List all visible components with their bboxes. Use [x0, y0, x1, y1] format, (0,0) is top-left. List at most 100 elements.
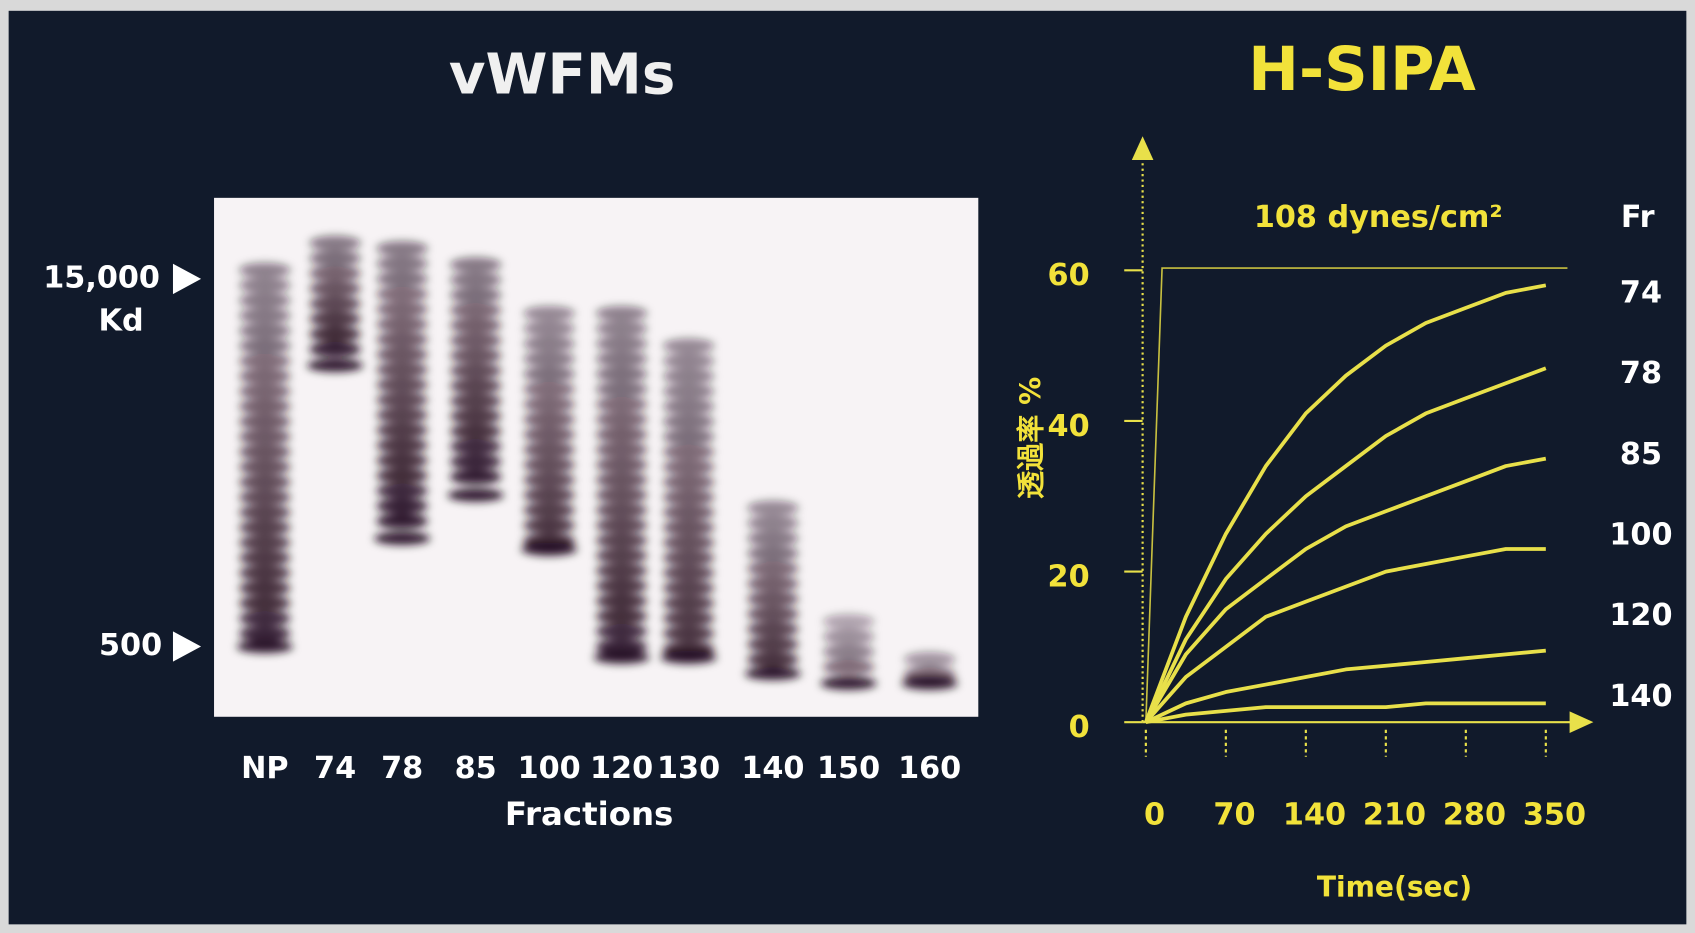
- gel-band: [449, 287, 502, 303]
- gel-band: [901, 676, 958, 690]
- x-axis-label: Time(sec): [1317, 871, 1472, 904]
- gel-band: [449, 438, 502, 455]
- data-line: [1144, 283, 1547, 723]
- gel-band: [449, 454, 502, 470]
- gel-band: [595, 593, 648, 609]
- gel-band: [746, 561, 799, 577]
- gel-band: [662, 353, 715, 369]
- gel-band: [376, 422, 429, 438]
- gel-band: [523, 366, 576, 382]
- gel-band: [376, 468, 429, 484]
- gel-band: [746, 636, 799, 652]
- gel-band: [595, 502, 648, 518]
- gel-band: [903, 651, 956, 668]
- gel-band: [309, 250, 362, 266]
- gel-band: [238, 353, 291, 369]
- chart-title: H-SIPA: [1248, 35, 1476, 105]
- gel-band: [746, 606, 799, 622]
- lane-label: 140: [741, 751, 804, 786]
- gel-band: [238, 368, 291, 384]
- gel-band: [449, 332, 502, 349]
- legend-label: 100: [1609, 518, 1672, 553]
- lane-label: NP: [241, 751, 288, 786]
- gel-band: [662, 550, 715, 566]
- gel-band: [376, 362, 429, 378]
- gel-band: [746, 591, 799, 607]
- gel-band: [449, 257, 502, 273]
- gel-band: [238, 338, 291, 354]
- gel-band: [309, 235, 362, 251]
- gel-band: [307, 358, 364, 372]
- gel-band: [595, 548, 648, 564]
- x-tick-label: 140: [1283, 798, 1346, 833]
- gel-band: [662, 535, 715, 551]
- data-line: [1145, 648, 1547, 724]
- gel-band: [238, 444, 291, 460]
- marker-label: 15,000: [43, 260, 160, 295]
- gel-band: [449, 317, 502, 333]
- legend-label: 78: [1620, 356, 1662, 391]
- gel-band: [595, 305, 648, 322]
- gel-band: [376, 483, 429, 499]
- y-tick-label: 40: [1048, 409, 1090, 444]
- x-tick-label: 350: [1523, 798, 1586, 833]
- gel-band: [238, 277, 291, 293]
- gel-band: [595, 351, 648, 367]
- gel-band: [376, 407, 429, 423]
- gel-band: [523, 321, 576, 337]
- gel-band: [523, 305, 576, 322]
- gel-band: [376, 316, 429, 332]
- gel-band: [376, 452, 429, 469]
- lane-label: 78: [381, 751, 423, 786]
- marker-arrow: [172, 631, 202, 662]
- legend-label: 74: [1620, 276, 1662, 311]
- lane-label: 74: [314, 751, 356, 786]
- marker-arrow: [172, 263, 202, 295]
- gel-band: [376, 301, 429, 317]
- gel-band: [523, 351, 576, 367]
- gel-band: [309, 281, 362, 297]
- gel-band: [238, 550, 291, 566]
- gel-band: [238, 429, 291, 445]
- data-line: [1144, 366, 1547, 724]
- gel-band: [376, 331, 429, 348]
- gel-band: [236, 640, 293, 653]
- gel-band: [523, 472, 576, 488]
- annotation: 108 dynes/cm²: [1254, 200, 1503, 235]
- legend-title: Fr: [1621, 200, 1655, 235]
- gel-band: [447, 488, 504, 502]
- x-axis-arrow: [1569, 711, 1594, 733]
- gel-band: [449, 302, 502, 318]
- gel-band: [309, 341, 362, 357]
- gel-band: [523, 442, 576, 458]
- gel-band: [746, 545, 799, 562]
- gel-band: [662, 474, 715, 490]
- y-tick-label: 0: [1069, 710, 1090, 745]
- lane-label: 120: [590, 751, 653, 786]
- gel-band: [746, 621, 799, 637]
- gel-band: [376, 513, 429, 529]
- gel-band: [662, 459, 715, 475]
- y-axis-label: 透過率 %: [1014, 377, 1047, 499]
- gel-band: [595, 336, 648, 352]
- gel-band: [238, 383, 291, 399]
- gel-band: [376, 286, 429, 302]
- gel-band: [523, 396, 576, 412]
- gel-band: [662, 368, 715, 384]
- gel-band: [376, 256, 429, 272]
- gel-band: [449, 363, 502, 379]
- gel-band: [662, 580, 715, 596]
- gel-band: [376, 437, 429, 453]
- gel-band: [662, 429, 715, 445]
- gel-band: [523, 427, 576, 443]
- lane-label: 150: [817, 751, 880, 786]
- data-line: [1144, 456, 1547, 724]
- gel-band: [376, 241, 429, 257]
- gel-band: [523, 457, 576, 473]
- gel-band: [595, 411, 648, 428]
- gel-band: [595, 578, 648, 594]
- gel-band: [595, 457, 648, 473]
- lane-label: 160: [898, 751, 961, 786]
- gel-band: [521, 542, 578, 556]
